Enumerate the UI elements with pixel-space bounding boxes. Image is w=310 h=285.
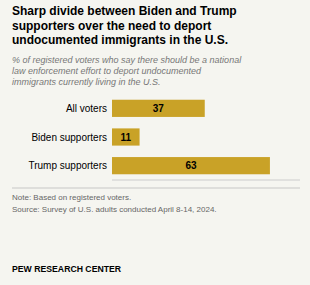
data-label: 11 (120, 132, 131, 143)
x-axis-line (112, 180, 300, 181)
title-line: Sharp divide between Biden and Trump (12, 4, 237, 18)
bar (112, 128, 140, 145)
title-line: undocumented immigrants in the U.S. (12, 33, 228, 47)
bars (112, 100, 270, 175)
bar (112, 157, 270, 174)
subtitle-line: law enforcement effort to deport undocum… (12, 66, 202, 76)
category-label: Trump supporters (28, 160, 107, 171)
note: Note: Based on registered voters. (12, 193, 131, 202)
background (0, 0, 310, 285)
subtitle-line: immigrants currently living in the U.S. (12, 77, 161, 87)
category-label: All voters (66, 103, 107, 114)
data-label: 37 (153, 103, 165, 114)
subtitle: % of registered voters who say there sho… (12, 55, 242, 87)
data-label: 63 (185, 160, 197, 171)
chart: Sharp divide between Biden and Trumpsupp… (0, 0, 310, 285)
separator (12, 188, 300, 189)
bar (112, 100, 205, 117)
source-label: PEW RESEARCH CENTER (12, 264, 122, 274)
subtitle-line: % of registered voters who say there sho… (12, 55, 242, 65)
category-label: Biden supporters (31, 132, 107, 143)
title: Sharp divide between Biden and Trumpsupp… (12, 4, 237, 47)
title-line: supporters over the need to deport (12, 19, 211, 33)
note: Source: Survey of U.S. adults conducted … (12, 205, 217, 214)
